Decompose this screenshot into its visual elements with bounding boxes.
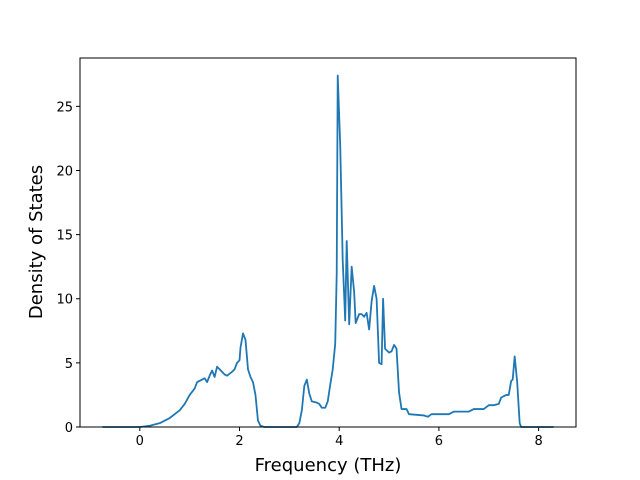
y-tick-label: 25 [56, 100, 73, 115]
y-tick-label: 0 [65, 421, 73, 436]
x-axis-label: Frequency (THz) [255, 455, 402, 476]
y-tick-label: 20 [56, 164, 73, 179]
x-tick-label: 6 [435, 434, 443, 449]
x-tick-label: 0 [136, 434, 144, 449]
y-axis-label: Density of States [26, 165, 47, 319]
plot-frame [79, 57, 577, 428]
x-tick-label: 8 [534, 434, 542, 449]
y-tick-label: 15 [56, 229, 73, 244]
data-line [102, 74, 554, 428]
y-tick-label: 10 [56, 293, 73, 308]
x-tick-label: 2 [235, 434, 243, 449]
x-tick-label: 4 [335, 434, 343, 449]
y-tick-label: 5 [65, 357, 73, 372]
